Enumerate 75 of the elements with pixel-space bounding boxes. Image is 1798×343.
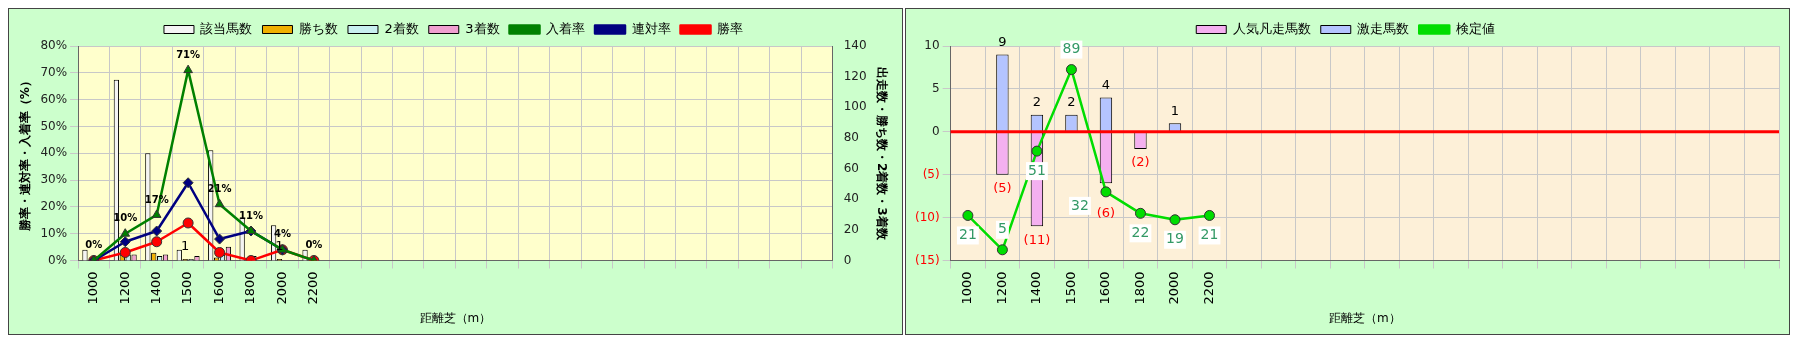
data-label: 71% (176, 48, 201, 60)
x-tick-label: 1600 (210, 271, 226, 305)
x-tick-label: 1500 (1062, 271, 1078, 305)
y2-tick-label: 0 (843, 252, 852, 267)
legend-label: 検定値 (1455, 20, 1495, 36)
y-tick-label: 10 (924, 38, 940, 53)
data-label: 21 (1200, 226, 1219, 243)
y-tick-label: (10) (914, 209, 940, 224)
data-label: 0% (85, 239, 103, 251)
data-label: 0% (305, 239, 323, 251)
y2-tick-label: 60 (843, 160, 859, 175)
y-tick-label: 5 (931, 81, 940, 96)
legend-label: 該当馬数 (200, 20, 253, 36)
data-label: 9 (998, 33, 1007, 49)
y2-tick-label: 20 (843, 222, 859, 236)
legend-label: 勝率 (717, 20, 744, 36)
x-tick-label: 1400 (148, 271, 164, 305)
legend-label: 入着率 (546, 20, 586, 36)
x-tick-label: 1000 (959, 271, 975, 305)
x-tick-label: 1800 (1131, 271, 1147, 305)
y-tick-label: 60% (40, 91, 68, 106)
y2-tick-label: 100 (843, 99, 867, 114)
legend-label: 連対率 (631, 20, 671, 36)
y2-tick-label: 120 (843, 68, 867, 83)
x-tick-label: 1400 (1028, 271, 1044, 305)
data-label: (5) (993, 180, 1012, 196)
y-tick-label: 70% (40, 64, 68, 79)
data-label: (2) (1131, 154, 1150, 170)
x-tick-label: 2200 (305, 271, 321, 305)
data-label: 1 (1170, 102, 1180, 118)
data-label: 2 (1032, 94, 1042, 110)
data-label: 4 (1101, 76, 1111, 92)
x-tick-label: 1800 (242, 271, 258, 305)
data-label: 32 (1071, 196, 1089, 213)
x-tick-label: 1000 (85, 271, 101, 305)
x-tick-label: 1500 (179, 271, 195, 305)
x-tick-label: 1600 (1097, 271, 1113, 305)
data-label: 1 (181, 238, 190, 254)
y2-axis-title: 出走数・勝ち数・2着数・3着数 (874, 66, 889, 241)
y-tick-label: 0 (931, 123, 940, 138)
data-label: 89 (1062, 40, 1081, 57)
data-label: 21 (958, 226, 977, 243)
legend-label: 2着数 (384, 20, 419, 36)
y-tick-label: 50% (40, 118, 68, 133)
y-tick-label: 80% (40, 38, 68, 53)
legend-label: 勝ち数 (298, 20, 338, 36)
y2-tick-label: 80 (843, 130, 859, 145)
data-label: 19 (1166, 230, 1184, 247)
x-axis-title: 距離芝（m） (419, 310, 492, 325)
x-tick-label: 2000 (273, 271, 289, 305)
y-tick-label: 10% (40, 225, 68, 240)
y-axis-title: 勝率・連対率・入着率（%） (18, 75, 33, 233)
data-label: (6) (1096, 204, 1116, 220)
legend-label: 激走馬数 (1357, 20, 1410, 36)
legend-label: 人気凡走馬数 (1232, 20, 1311, 36)
x-tick-label: 1200 (993, 271, 1009, 305)
y-tick-label: 20% (40, 199, 68, 214)
x-axis-title: 距離芝（m） (1328, 310, 1401, 325)
y2-tick-label: 40 (843, 191, 859, 206)
data-label: 2 (1067, 94, 1076, 110)
y-tick-label: 30% (40, 172, 68, 187)
y2-tick-label: 140 (843, 38, 867, 53)
data-label: 51 (1028, 161, 1046, 178)
y-tick-label: (5) (922, 166, 940, 181)
data-label: 11% (239, 209, 263, 221)
x-tick-label: 2200 (1200, 271, 1216, 305)
x-tick-label: 1200 (116, 271, 132, 305)
data-label: (11) (1023, 231, 1051, 247)
legend-label: 3着数 (465, 20, 500, 36)
data-label: 5 (997, 220, 1007, 237)
y-tick-label: 0% (48, 252, 68, 267)
y-tick-label: 40% (40, 145, 68, 160)
data-label: 22 (1131, 223, 1150, 240)
y-tick-label: (15) (914, 252, 940, 267)
x-tick-label: 2000 (1166, 271, 1182, 305)
